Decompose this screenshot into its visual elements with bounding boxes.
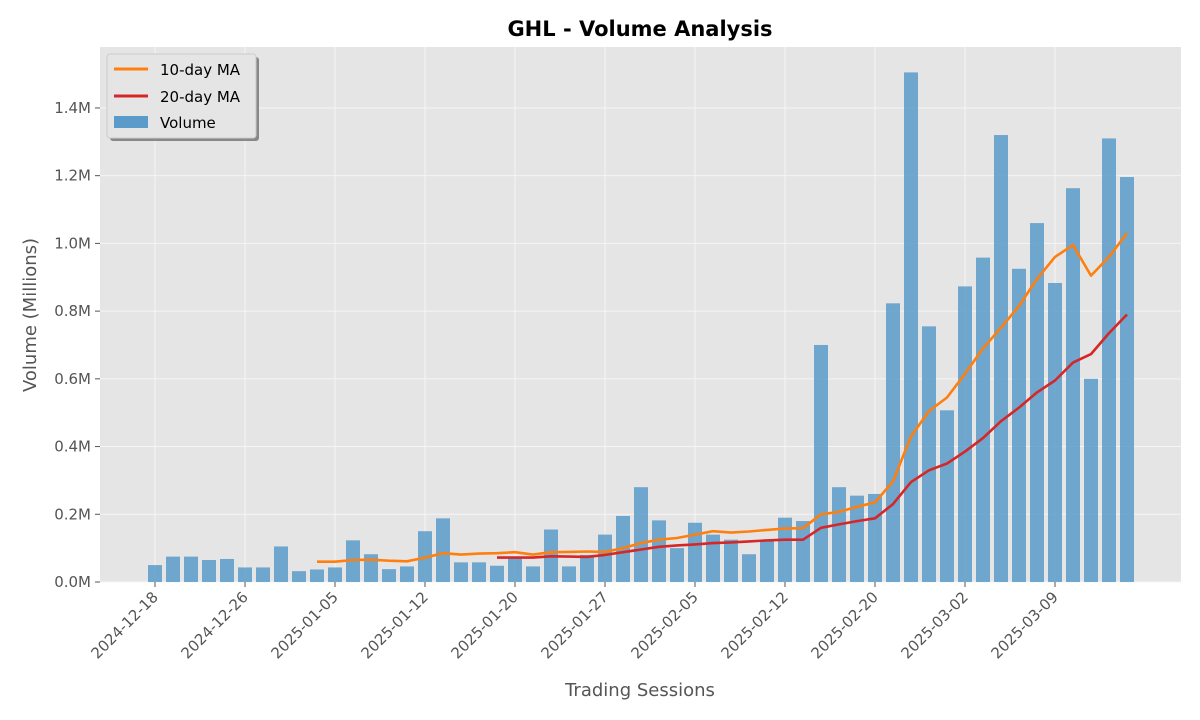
y-tick-label: 0.8M (54, 302, 91, 320)
volume-bar (922, 326, 936, 582)
volume-bar (328, 567, 342, 582)
volume-bar (868, 493, 882, 582)
volume-bar (1102, 138, 1116, 582)
y-tick-label: 0.6M (54, 370, 91, 388)
volume-bar (940, 410, 954, 582)
volume-bar (184, 556, 198, 582)
volume-bar (274, 546, 288, 582)
volume-bar (760, 541, 774, 582)
legend-swatch-volume (114, 116, 148, 128)
volume-bar (994, 135, 1008, 583)
legend: 10-day MA 20-day MA Volume (106, 53, 259, 141)
volume-bar (526, 566, 540, 582)
x-tick-label: 2025-01-12 (357, 588, 431, 662)
volume-bar (670, 548, 684, 582)
x-tick-label: 2025-02-20 (807, 588, 881, 662)
volume-bar (1066, 188, 1080, 582)
chart-title: GHL - Volume Analysis (507, 17, 772, 41)
volume-bar (958, 286, 972, 582)
volume-bar (256, 567, 270, 582)
volume-bar (706, 534, 720, 582)
volume-bar (814, 344, 828, 582)
y-tick-label: 1.2M (54, 167, 91, 185)
x-tick-label: 2025-01-05 (267, 588, 341, 662)
y-tick-label: 0.0M (54, 573, 91, 591)
volume-bar (1012, 268, 1026, 582)
volume-bar (364, 554, 378, 582)
moving-average-lines (317, 232, 1129, 564)
volume-bar (1030, 223, 1044, 583)
ma20-line (497, 313, 1128, 559)
legend-label-ma10: 10-day MA (160, 61, 241, 79)
volume-bar (508, 556, 522, 582)
x-axis-ticks: 2024-12-18 2024-12-26 2025-01-05 2025-01-12… (87, 582, 1062, 662)
volume-bar (238, 567, 252, 582)
volume-bar (166, 556, 180, 582)
legend-label-ma20: 20-day MA (160, 88, 241, 106)
ma10-line (317, 232, 1129, 564)
volume-bars (148, 72, 1134, 583)
volume-bar (688, 522, 702, 582)
volume-bar (472, 562, 486, 582)
volume-bar (454, 562, 468, 582)
volume-bar (724, 539, 738, 582)
legend-label-volume: Volume (160, 114, 216, 132)
volume-bar (562, 566, 576, 582)
volume-bar (652, 520, 666, 582)
volume-bar (220, 558, 234, 582)
volume-bar (778, 517, 792, 582)
volume-bar (400, 566, 414, 582)
volume-bar (292, 571, 306, 582)
volume-bar (598, 534, 612, 582)
x-tick-label: 2024-12-18 (87, 588, 161, 662)
volume-bar (1120, 177, 1134, 582)
volume-bar (742, 554, 756, 582)
x-tick-label: 2025-02-12 (717, 588, 791, 662)
volume-bar (580, 554, 594, 582)
y-axis-label: Volume (Millions) (20, 238, 41, 392)
y-tick-label: 1.0M (54, 234, 91, 252)
y-tick-label: 0.4M (54, 438, 91, 456)
volume-bar (310, 569, 324, 582)
y-axis-ticks: 0.0M 0.2M 0.4M 0.6M 0.8M 1.0M 1.2M 1.4M (54, 99, 100, 591)
volume-bar (832, 487, 846, 582)
volume-bar (796, 521, 810, 582)
x-tick-label: 2025-03-02 (897, 588, 971, 662)
y-tick-label: 1.4M (54, 99, 91, 117)
volume-bar (850, 495, 864, 582)
volume-bar (634, 487, 648, 582)
volume-bar (382, 569, 396, 582)
x-tick-label: 2025-02-05 (627, 588, 701, 662)
y-tick-label: 0.2M (54, 505, 91, 523)
volume-bar (1084, 378, 1098, 582)
volume-bar (202, 559, 216, 582)
volume-bar (490, 565, 504, 582)
volume-bar (904, 72, 918, 582)
volume-bar (886, 303, 900, 582)
x-tick-label: 2025-03-09 (987, 588, 1061, 662)
x-tick-label: 2025-01-20 (447, 588, 521, 662)
volume-bar (436, 518, 450, 582)
x-tick-label: 2024-12-26 (177, 588, 251, 662)
x-tick-label: 2025-01-27 (537, 588, 611, 662)
volume-bar (976, 257, 990, 582)
x-axis-label: Trading Sessions (564, 680, 715, 701)
volume-bar (1048, 283, 1062, 582)
volume-bar (148, 565, 162, 582)
